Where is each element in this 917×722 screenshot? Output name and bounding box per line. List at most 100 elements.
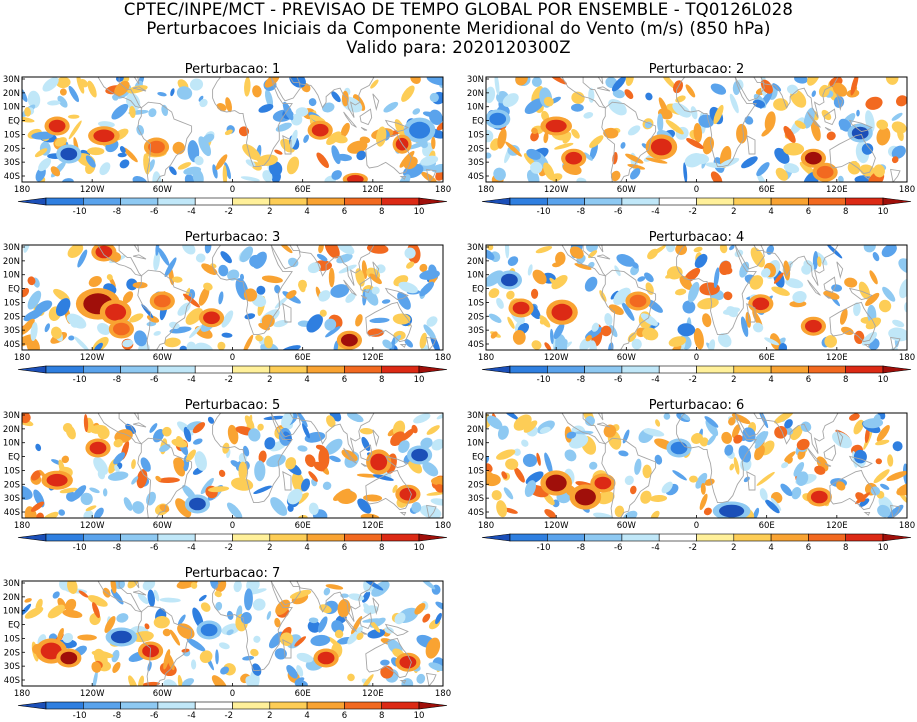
anomaly-cell	[363, 494, 383, 502]
colorbar-label: -2	[689, 375, 697, 385]
anomaly-cell	[295, 107, 309, 117]
y-tick-label: 40S	[468, 172, 484, 182]
anomaly-cell	[655, 419, 661, 427]
anomaly-cell	[153, 589, 160, 602]
anomaly-cell	[264, 335, 273, 349]
colorbar-label: 10	[878, 543, 889, 553]
anomaly-cell	[778, 343, 788, 350]
colorbar-swatch	[157, 533, 196, 542]
anomaly-cell	[876, 425, 890, 442]
coastline	[212, 413, 293, 504]
y-tick-label: 20N	[467, 89, 484, 99]
anomaly-cell	[77, 634, 97, 641]
anomaly-cell	[176, 436, 185, 448]
anomaly-cell	[268, 161, 283, 177]
anomaly-cell	[847, 161, 861, 175]
anomaly-cell	[697, 297, 719, 310]
y-tick-label: 20S	[468, 144, 484, 154]
x-tick-label: 60E	[759, 185, 775, 195]
coastline	[282, 470, 292, 491]
x-tick-label: 0	[230, 689, 235, 699]
anomaly-cell	[588, 87, 595, 103]
colorbar-label: 10	[414, 207, 425, 217]
anomaly-cell	[892, 441, 903, 452]
anomaly-cell	[752, 322, 764, 333]
colorbar-swatch	[808, 365, 847, 374]
anomaly-cell	[131, 476, 139, 485]
anomaly-cell	[278, 245, 293, 254]
anomaly-cell	[169, 321, 180, 329]
colorbar: -10 -8 -6 -4 -2 2 4 6 8 10	[17, 197, 448, 217]
anomaly-cell	[199, 650, 213, 663]
anomaly-core	[311, 123, 329, 137]
x-tick-label: 60W	[617, 521, 637, 531]
anomaly-cell	[530, 161, 543, 174]
anomaly-cell	[783, 142, 805, 156]
coastline	[734, 245, 765, 270]
anomaly-cell	[649, 494, 668, 503]
anomaly-cell	[699, 493, 708, 511]
coastline	[497, 413, 607, 445]
anomaly-cell	[531, 127, 538, 134]
colorbar-label: -4	[187, 375, 195, 385]
colorbar-swatch	[232, 533, 271, 542]
anomaly-cell	[435, 601, 443, 611]
colorbar-label: -10	[73, 207, 87, 217]
coastline	[137, 101, 193, 182]
anomaly-cell	[876, 126, 891, 146]
anomaly-cell	[724, 444, 734, 456]
anomaly-core	[411, 448, 428, 462]
anomaly-cell	[625, 77, 634, 86]
anomaly-cell	[136, 469, 148, 489]
anomaly-cell	[367, 328, 384, 337]
anomaly-cell	[812, 251, 819, 270]
anomaly-cell	[282, 101, 294, 121]
coastline	[597, 413, 604, 421]
y-tick-label: 40S	[4, 340, 20, 350]
anomaly-cell	[181, 678, 195, 686]
anomaly-cell	[661, 481, 673, 494]
colorbar-swatch	[232, 701, 271, 710]
anomaly-cell	[361, 591, 371, 603]
coastline	[33, 581, 143, 613]
coastline	[760, 77, 839, 118]
anomaly-cell	[308, 617, 319, 624]
anomaly-cell	[360, 513, 380, 518]
anomaly-cell	[251, 663, 262, 676]
anomaly-cell	[122, 291, 134, 304]
anomaly-cell	[239, 246, 254, 263]
coastline	[676, 245, 757, 336]
anomaly-cell	[420, 155, 439, 166]
colorbar-label: 2	[267, 375, 272, 385]
anomaly-cell	[217, 341, 226, 350]
anomaly-cell	[680, 414, 691, 421]
anomaly-cell	[855, 492, 866, 502]
anomaly-cell	[583, 152, 593, 161]
y-tick-label: EQ	[472, 117, 484, 127]
anomaly-cell	[665, 245, 676, 253]
anomaly-cell	[574, 434, 582, 442]
colorbar-swatch	[45, 197, 84, 206]
anomaly-cell	[44, 323, 50, 333]
anomaly-cell	[708, 339, 716, 350]
anomaly-cell	[686, 138, 704, 149]
anomaly-cell	[544, 342, 552, 350]
anomaly-cell	[376, 126, 387, 147]
anomaly-cell	[27, 276, 36, 286]
anomaly-cell	[66, 313, 87, 329]
anomaly-cell	[685, 84, 696, 98]
anomaly-cell	[836, 481, 846, 491]
y-tick-label: 30N	[3, 579, 20, 589]
panel-title: Perturbacao: 1	[185, 62, 280, 77]
anomaly-cell	[404, 247, 416, 259]
anomaly-cell	[67, 114, 80, 119]
anomaly-cell	[296, 652, 314, 663]
colorbar-swatch	[658, 533, 697, 542]
colorbar-swatch	[194, 701, 233, 710]
anomaly-cell	[796, 438, 810, 451]
anomaly-cell	[872, 252, 880, 262]
anomaly-cell	[326, 415, 336, 428]
y-tick-label: 20N	[3, 425, 20, 435]
anomaly-cell	[27, 90, 41, 109]
coastline	[836, 93, 844, 111]
